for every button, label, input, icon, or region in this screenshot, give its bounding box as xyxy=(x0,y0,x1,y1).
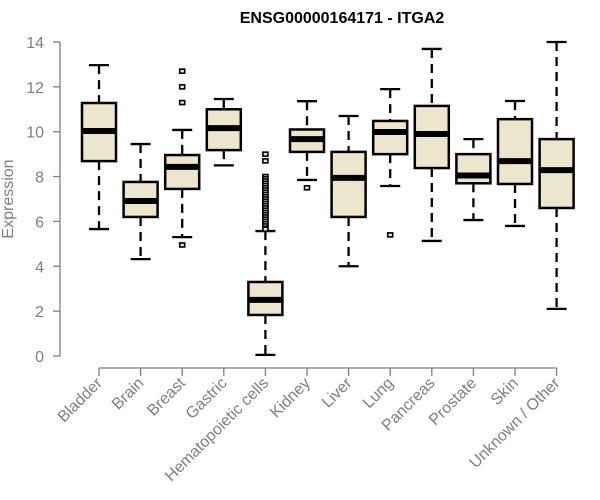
x-tick-label: Kidney xyxy=(267,375,314,422)
box-group-hematopoietic-cells xyxy=(247,151,284,357)
iqr-box xyxy=(330,150,367,219)
box-group-liver xyxy=(330,114,367,268)
outlier-point xyxy=(262,226,269,233)
y-tick-label: 4 xyxy=(35,259,44,276)
outlier-point xyxy=(262,158,269,164)
outlier-point xyxy=(303,184,311,191)
box-group-lung xyxy=(371,87,409,238)
y-tick-label: 8 xyxy=(35,170,44,187)
x-tick-label: Skin xyxy=(488,375,522,409)
box-group-prostate xyxy=(455,137,492,222)
box-group-breast xyxy=(163,68,201,248)
y-tick-label: 2 xyxy=(35,304,44,321)
iqr-box xyxy=(413,104,451,170)
box-group-kidney xyxy=(288,100,326,191)
iqr-box xyxy=(538,137,575,210)
y-tick-label: 14 xyxy=(26,35,44,52)
iqr-box xyxy=(455,152,492,185)
iqr-box xyxy=(163,153,201,191)
box-group-skin xyxy=(496,99,534,228)
outlier-point xyxy=(178,68,186,74)
iqr-box xyxy=(496,117,534,186)
iqr-box xyxy=(371,119,409,156)
y-tick-label: 12 xyxy=(26,80,44,97)
y-axis-title: Expression xyxy=(0,159,17,238)
x-tick-label: Bladder xyxy=(55,374,106,425)
outlier-point xyxy=(178,84,186,90)
y-tick-label: 10 xyxy=(26,125,44,142)
box-group-bladder xyxy=(80,63,118,231)
box-group-gastric xyxy=(205,97,243,167)
outlier-point xyxy=(386,232,394,238)
chart-title: ENSG00000164171 - ITGA2 xyxy=(240,10,445,27)
plot-area xyxy=(80,40,575,357)
x-tick-label: Breast xyxy=(144,374,189,419)
outlier-point xyxy=(178,99,186,106)
x-tick-label: Liver xyxy=(319,374,356,411)
box-group-unknown-other xyxy=(538,40,575,311)
x-tick-label: Lung xyxy=(360,375,397,412)
y-tick-label: 6 xyxy=(35,214,44,231)
box-group-brain xyxy=(122,142,159,261)
box-group-pancreas xyxy=(413,47,451,243)
outlier-point xyxy=(262,151,269,157)
x-tick-label: Brain xyxy=(109,375,147,413)
outlier-point xyxy=(178,242,186,248)
y-axis: 0 2 4 6 8 10 12 14 xyxy=(26,35,61,366)
y-tick-label: 0 xyxy=(35,349,44,366)
